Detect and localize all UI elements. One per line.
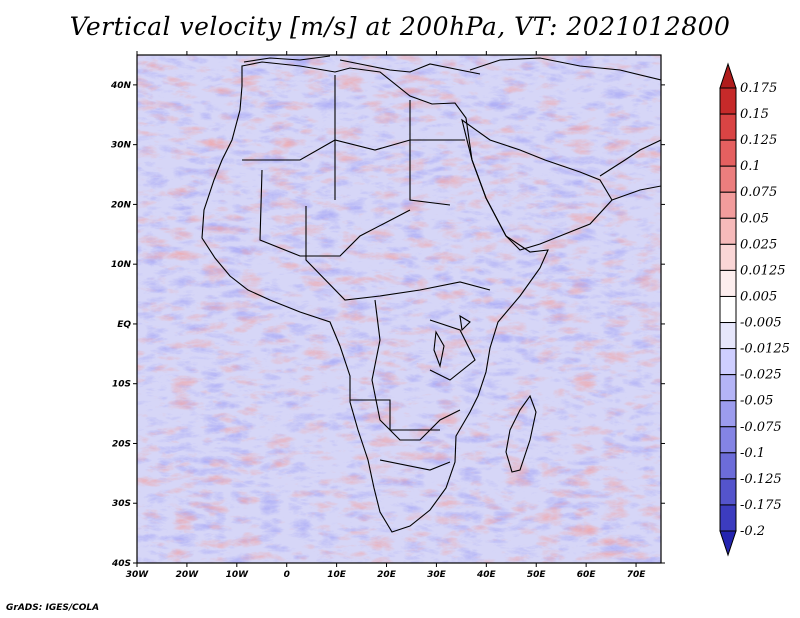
colorbar-box [719, 113, 737, 141]
chart-title: Vertical velocity [m/s] at 200hPa, VT: 2… [69, 12, 731, 41]
colorbar-box [719, 348, 737, 376]
colorbar-box [719, 295, 737, 324]
colorbar-box [719, 165, 737, 193]
colorbar-box [719, 452, 737, 480]
y-tick-label: 40S [111, 559, 131, 569]
colorbar-box [719, 478, 737, 506]
y-tick-label: 10N [111, 260, 132, 270]
colorbar-box [719, 269, 737, 297]
x-tick-label: 40E [476, 570, 497, 580]
y-tick-label: 20S [112, 439, 131, 449]
colorbar-label: -0.2 [740, 524, 765, 539]
colorbar-box [719, 243, 737, 271]
colorbar-box [719, 217, 737, 245]
colorbar-label: 0.05 [740, 211, 769, 226]
y-tick-label: EQ [117, 320, 131, 330]
y-tick-label: 30N [111, 141, 132, 151]
colorbar-label: -0.0125 [740, 342, 790, 357]
x-tick-label: 10W [226, 570, 250, 580]
x-tick-label: 20E [377, 570, 397, 580]
x-tick-label: 0 [284, 570, 290, 580]
velocity-field [137, 55, 661, 563]
colorbar-label: 0.175 [740, 81, 777, 96]
colorbar-box [719, 504, 737, 532]
map-frame [136, 54, 662, 564]
x-tick-label: 30W [126, 570, 150, 580]
y-tick-label: 40N [110, 81, 132, 91]
y-tick-label: 20N [111, 200, 132, 210]
colorbar-label: -0.1 [740, 446, 765, 461]
colorbar-box [719, 400, 737, 428]
y-tick-label: 10S [112, 380, 131, 390]
colorbar-label: -0.075 [740, 420, 782, 435]
colorbar-label: 0.075 [740, 185, 777, 200]
colorbar-label: -0.005 [740, 316, 782, 331]
x-tick-label: 10E [327, 570, 347, 580]
coastlines [201, 55, 661, 533]
colorbar-label: 0.0125 [740, 263, 786, 278]
colorbar: 0.175 0.15 0.125 0.1 0.075 0.05 0.025 0.0125 0.0… [719, 62, 790, 557]
y-tick-label: 30S [112, 499, 131, 509]
grads-credit: GrADS: IGES/COLA [6, 603, 100, 613]
colorbar-label: 0.125 [740, 133, 777, 148]
colorbar-label: -0.025 [740, 368, 782, 383]
colorbar-label: -0.175 [740, 498, 782, 513]
colorbar-label: 0.025 [740, 237, 777, 252]
x-tick-label: 50E [527, 570, 547, 580]
x-tick-label: 70E [627, 570, 647, 580]
colorbar-label: -0.125 [740, 472, 782, 487]
colorbar-box [719, 426, 737, 454]
x-axis: 30W 20W 10W 0 10E 20E 30E 40E 50E 60E 70E [126, 51, 646, 580]
colorbar-label: -0.05 [740, 394, 773, 409]
colorbar-box [719, 87, 737, 115]
x-tick-label: 30E [427, 570, 447, 580]
x-tick-label: 20W [176, 570, 200, 580]
x-tick-label: 60E [577, 570, 597, 580]
colorbar-cap-top [719, 62, 737, 89]
y-axis: 40N 30N 20N 10N EQ 10S 20S 30S 40S [110, 81, 665, 569]
colorbar-box [719, 191, 737, 219]
colorbar-box [719, 139, 737, 167]
colorbar-box [719, 322, 737, 350]
colorbar-box [719, 374, 737, 402]
colorbar-label: 0.005 [740, 289, 777, 304]
colorbar-label: 0.15 [740, 107, 769, 122]
colorbar-cap-bottom [719, 530, 737, 557]
colorbar-label: 0.1 [740, 159, 761, 174]
